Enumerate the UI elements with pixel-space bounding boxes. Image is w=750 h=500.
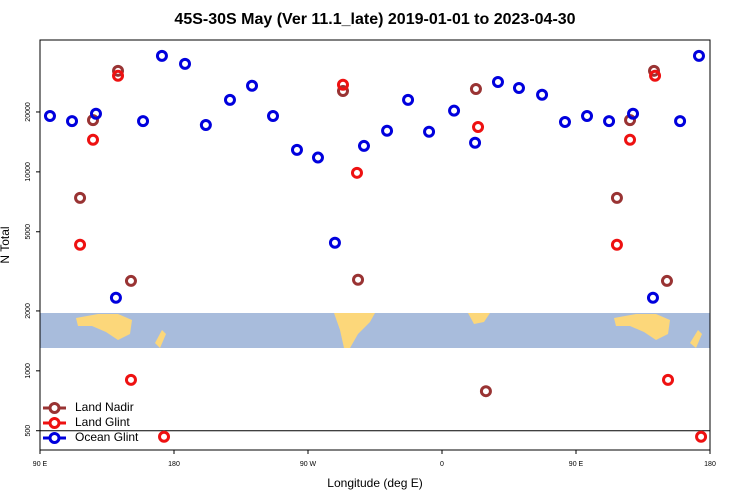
point [199, 119, 212, 132]
point [423, 125, 436, 138]
point [124, 373, 137, 386]
x-tick-label: 90 E [569, 461, 584, 468]
point [649, 69, 662, 82]
point [179, 57, 192, 70]
point [43, 109, 56, 122]
chart-title: 45S-30S May (Ver 11.1_late) 2019-01-01 t… [174, 11, 575, 28]
legend-marker [48, 417, 61, 429]
point [290, 143, 303, 156]
legend-label: Land Nadir [75, 400, 134, 414]
point [402, 93, 415, 106]
point [472, 121, 485, 134]
point [624, 133, 637, 146]
point [223, 93, 236, 106]
point [491, 75, 504, 88]
map-band [40, 313, 710, 348]
point [536, 88, 549, 101]
point [603, 115, 616, 128]
point [137, 115, 150, 128]
point [610, 238, 623, 251]
legend-label: Ocean Glint [75, 430, 139, 444]
point [112, 69, 125, 82]
x-tick-label: 0 [440, 461, 444, 468]
point [558, 116, 571, 129]
x-tick-label: 180 [704, 461, 716, 468]
x-tick-label: 90 W [300, 461, 317, 468]
point [357, 139, 370, 152]
point [158, 430, 171, 443]
x-axis-label: Longitude (deg E) [327, 476, 422, 490]
point [512, 81, 525, 94]
y-tick-label: 2000 [25, 303, 32, 319]
x-tick-label: 90 E [33, 461, 48, 468]
point [610, 191, 623, 204]
plot-frame [39, 39, 711, 451]
point [662, 373, 675, 386]
point [89, 107, 102, 120]
point [66, 115, 79, 128]
point [695, 430, 708, 443]
series [74, 69, 708, 443]
point [469, 136, 482, 149]
point [674, 115, 687, 128]
y-tick-label: 1000 [25, 363, 32, 379]
point [469, 82, 482, 95]
legend-label: Land Glint [75, 415, 130, 429]
point [74, 191, 87, 204]
point [74, 238, 87, 251]
point [155, 49, 168, 62]
point [350, 166, 363, 179]
y-tick-label: 10000 [25, 162, 32, 182]
point [328, 236, 341, 249]
y-tick-label: 500 [25, 425, 32, 437]
point [352, 273, 365, 286]
point [112, 64, 125, 77]
point [381, 124, 394, 137]
point [692, 49, 705, 62]
point [660, 274, 673, 287]
point [109, 291, 122, 304]
point [336, 84, 349, 97]
legend-marker [48, 432, 61, 444]
point [646, 291, 659, 304]
point [581, 109, 594, 122]
point [124, 274, 137, 287]
point [267, 109, 280, 122]
point [627, 107, 640, 120]
point [311, 151, 324, 164]
series [43, 49, 705, 304]
point [479, 385, 492, 398]
y-tick-label: 5000 [25, 224, 32, 240]
y-tick-label: 20000 [25, 102, 32, 122]
point [336, 78, 349, 91]
point [246, 79, 259, 92]
x-tick-label: 180 [168, 461, 180, 468]
point [87, 133, 100, 146]
point [448, 104, 461, 117]
point [648, 64, 661, 77]
legend-marker [48, 402, 61, 414]
y-axis-label: N Total [0, 226, 12, 263]
